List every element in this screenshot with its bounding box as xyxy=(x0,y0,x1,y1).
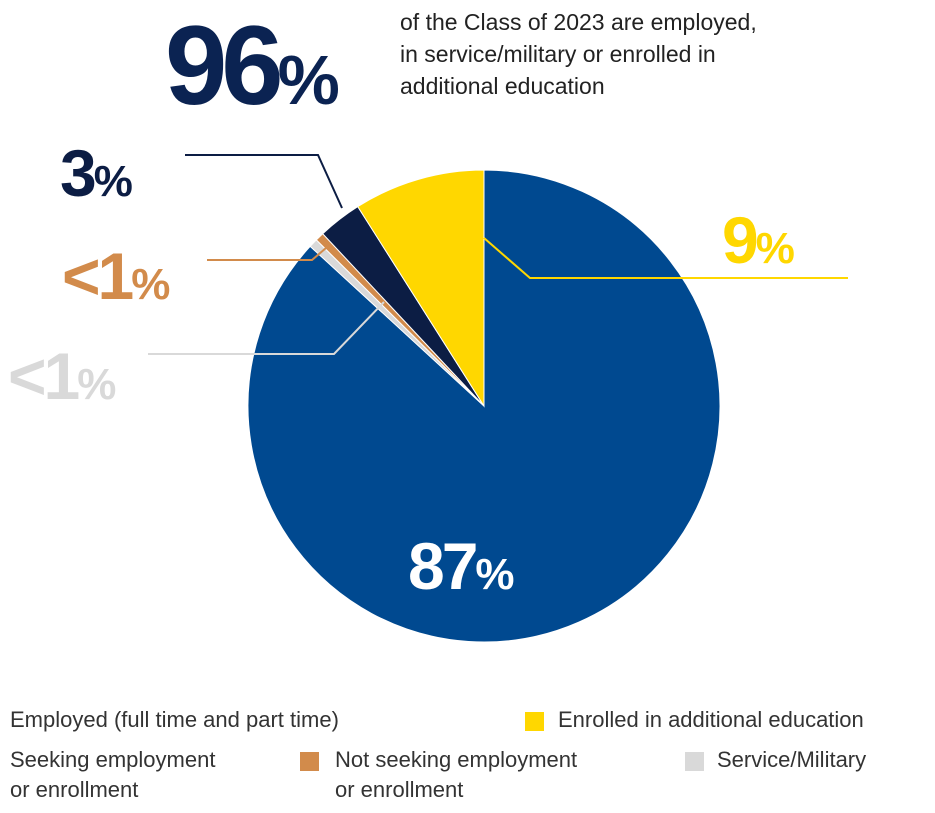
legend-seeking-line-1: Seeking employment xyxy=(10,747,216,772)
headline-value: 96 xyxy=(165,3,284,128)
callout-enrolled: 9% xyxy=(722,207,795,273)
legend-employed: Employed (full time and part time) xyxy=(10,707,339,732)
callout-enrolled-unit: % xyxy=(755,224,795,273)
callout-seeking-value: 3 xyxy=(60,136,97,210)
leader-service xyxy=(148,301,385,355)
leader-seeking xyxy=(185,154,343,209)
legend-service: Service/Military xyxy=(717,747,867,772)
legend-not-seeking-line-1: Not seeking employment xyxy=(335,747,578,772)
headline-line-1: of the Class of 2023 are employed, xyxy=(400,9,757,35)
headline-unit: % xyxy=(277,41,340,119)
callout-service-value: <1 xyxy=(8,339,80,413)
leader-not-seeking xyxy=(207,247,327,261)
legend-not-seeking-line-2: or enrollment xyxy=(335,777,464,802)
legend-service-swatch xyxy=(685,752,704,771)
headline-description: of the Class of 2023 are employed, in se… xyxy=(400,6,860,102)
callout-not-seeking-value: <1 xyxy=(62,239,134,313)
legend-enrolled-swatch xyxy=(525,712,544,731)
headline-line-2: in service/military or enrolled in xyxy=(400,41,716,67)
legend-not-seeking-swatch xyxy=(300,752,319,771)
callout-employed-value: 87 xyxy=(408,529,478,603)
headline-stat: 96% xyxy=(165,10,340,122)
legend-enrolled: Enrolled in additional education xyxy=(558,707,864,732)
headline-line-3: additional education xyxy=(400,73,605,99)
legend-seeking-line-2: or enrollment xyxy=(10,777,139,802)
callout-employed: 87% xyxy=(408,533,515,599)
callout-service: <1% xyxy=(8,343,116,409)
legend-not-seeking: Not seeking employment or enrollment xyxy=(335,745,577,805)
callout-seeking: 3% xyxy=(60,140,133,206)
legend-seeking: Seeking employment or enrollment xyxy=(10,745,215,805)
callout-service-unit: % xyxy=(77,360,117,409)
callout-employed-unit: % xyxy=(475,550,515,599)
callout-not-seeking: <1% xyxy=(62,243,170,309)
callout-seeking-unit: % xyxy=(93,157,133,206)
leader-enrolled xyxy=(483,237,848,279)
callout-enrolled-value: 9 xyxy=(722,203,759,277)
slice-enrolled xyxy=(357,169,485,408)
callout-not-seeking-unit: % xyxy=(131,260,171,309)
